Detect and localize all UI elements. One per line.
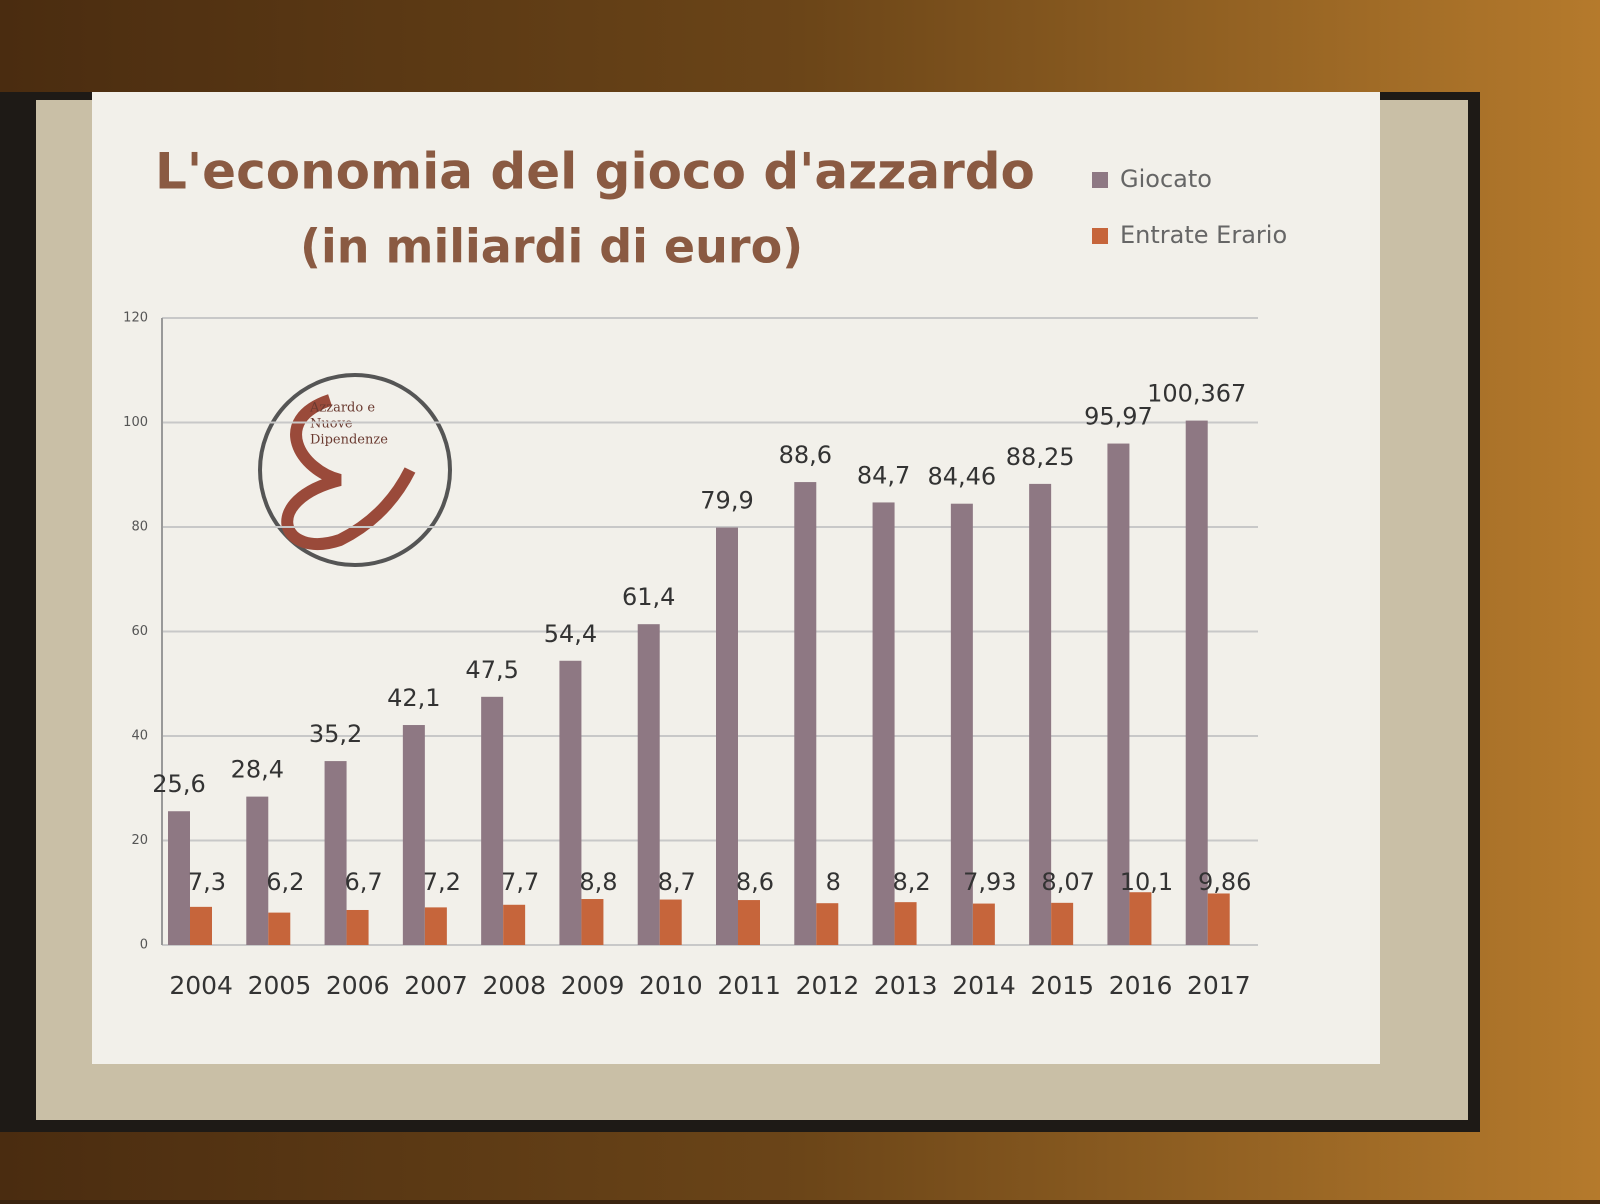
logo-text: Azzardo e [309,401,375,416]
bar [972,903,995,945]
bar [794,482,817,945]
data-label: 88,25 [1006,443,1075,471]
chart-subtitle: (in miliardi di euro) [300,220,803,274]
bar [1207,893,1230,945]
bar [816,903,839,945]
bar [1107,443,1130,945]
data-label: 88,6 [779,441,832,469]
data-label: 35,2 [309,720,362,748]
bar [168,811,190,945]
data-label: 6,7 [344,868,382,896]
bar [268,912,291,945]
bar [1051,902,1074,945]
data-label: 7,3 [188,868,226,896]
data-label: 8,2 [892,868,930,896]
bar [581,899,604,945]
x-tick-label: 2012 [796,971,860,1000]
y-tick-label: 40 [131,729,148,744]
data-label: 79,9 [700,487,753,515]
logo-text: Nuove [310,417,353,432]
data-label: 100,367 [1147,380,1246,408]
bar [950,503,973,945]
x-tick-label: 2016 [1109,971,1173,1000]
y-tick-label: 80 [131,520,148,535]
bar [894,902,917,945]
bar [1185,420,1208,946]
x-tick-label: 2010 [639,971,703,1000]
data-label: 84,7 [857,461,910,489]
data-label: 9,86 [1198,868,1251,896]
data-label: 6,2 [266,868,304,896]
y-tick-label: 60 [131,624,148,639]
logo: Azzardo e Nuove Dipendenze [258,373,452,567]
bar [659,899,682,945]
y-tick-label: 120 [123,311,148,326]
data-label: 25,6 [152,770,205,798]
chart-title: L'economia del gioco d'azzardo [155,143,1035,201]
data-label: 7,93 [963,868,1016,896]
bar [738,900,760,945]
bar [324,761,347,945]
x-tick-label: 2011 [717,971,781,1000]
data-label: 61,4 [622,583,675,611]
bar [1129,892,1152,945]
data-label: 10,1 [1120,868,1173,896]
legend-label: Entrate Erario [1120,221,1287,249]
bar [402,725,425,945]
x-tick-label: 2009 [561,971,625,1000]
data-label: 8,07 [1041,868,1094,896]
data-label: 7,2 [423,868,461,896]
bar [559,660,582,945]
data-label: 54,4 [544,620,597,648]
legend-swatch [1092,172,1108,188]
bar [190,906,212,945]
logo-ampersand [281,394,416,551]
data-label: 42,1 [387,684,440,712]
x-tick-label: 2007 [404,971,468,1000]
data-label: 8 [826,868,841,896]
x-tick-label: 2013 [874,971,938,1000]
bar [637,624,660,945]
y-tick-label: 20 [131,833,148,848]
bar [716,527,738,945]
bar [503,904,526,945]
bar [246,796,269,945]
x-tick-label: 2004 [169,971,233,1000]
data-label: 8,6 [736,868,774,896]
logo-ring [258,373,452,567]
x-tick-label: 2014 [952,971,1016,1000]
y-tick-label: 0 [140,938,148,953]
bar [1029,483,1052,945]
x-tick-label: 2005 [248,971,312,1000]
bar [481,696,504,945]
data-label: 47,5 [465,656,518,684]
x-tick-label: 2017 [1187,971,1251,1000]
data-label: 8,7 [658,868,696,896]
bar [346,909,369,945]
x-tick-label: 2008 [482,971,546,1000]
y-tick-label: 100 [123,415,148,430]
legend-label: Giocato [1120,165,1212,193]
bar [424,907,447,945]
x-tick-label: 2006 [326,971,390,1000]
data-label: 28,4 [231,756,284,784]
data-label: 95,97 [1084,403,1153,431]
logo-text: Dipendenze [310,433,388,448]
data-label: 8,8 [579,868,617,896]
x-tick-label: 2015 [1030,971,1094,1000]
data-label: 7,7 [501,868,539,896]
legend-swatch [1092,228,1108,244]
bar [872,502,895,945]
data-label: 84,46 [927,463,996,491]
